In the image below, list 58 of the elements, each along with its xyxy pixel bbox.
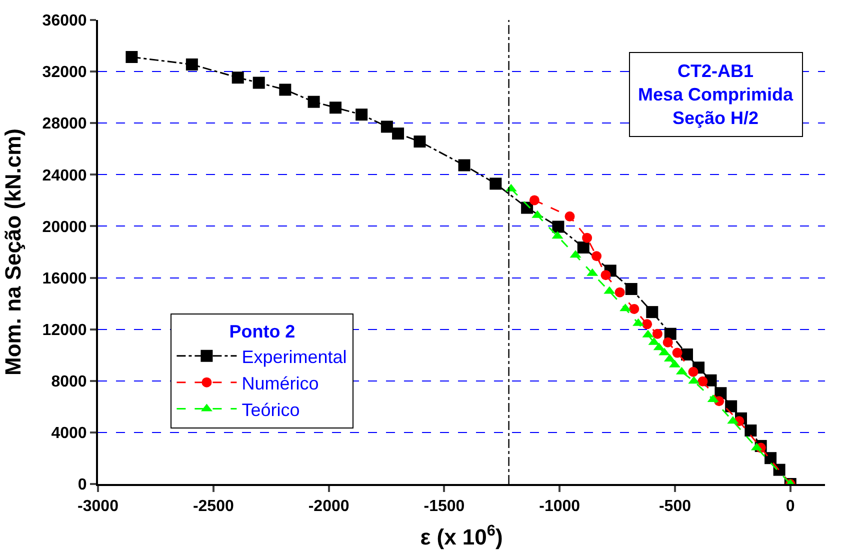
point: [126, 50, 138, 63]
legend-label: Teórico: [242, 400, 300, 420]
y-tick-label: 12000: [42, 322, 87, 339]
point: [725, 400, 738, 412]
point: [329, 102, 342, 114]
legend-label: Experimental: [242, 346, 347, 367]
point: [582, 232, 592, 243]
point: [392, 128, 404, 140]
x-tick-label: -1500: [424, 498, 465, 516]
x-tick-label: -500: [658, 498, 692, 516]
point: [688, 366, 698, 377]
point: [629, 304, 640, 314]
point: [529, 195, 540, 206]
point: [698, 376, 708, 386]
x-tick-label: -2000: [308, 498, 350, 516]
point: [744, 424, 757, 437]
point: [625, 282, 638, 295]
point: [764, 452, 777, 464]
y-tick-label: 32000: [42, 64, 87, 82]
y-tick-label: 28000: [42, 116, 87, 133]
y-tick-label: 0: [78, 476, 87, 494]
x-tick-label: -3000: [78, 498, 119, 516]
y-tick-label: 16000: [42, 270, 87, 288]
point: [414, 136, 426, 148]
point: [458, 159, 470, 172]
y-tick-label: 4000: [51, 425, 87, 442]
point: [564, 211, 575, 222]
point: [186, 58, 198, 70]
point: [662, 337, 673, 348]
point: [652, 328, 662, 339]
y-tick-label: 8000: [51, 373, 87, 390]
point: [252, 76, 265, 89]
legend-title: Ponto 2: [229, 322, 296, 342]
annotation: CT2-AB1 Mesa Comprimida Seção H/2: [638, 61, 794, 128]
y-axis-title: Mom. na Seção (kN.cm): [0, 128, 26, 376]
x-tick-label: 0: [786, 498, 795, 516]
point: [552, 220, 564, 233]
point: [614, 287, 625, 298]
point: [279, 84, 292, 96]
x-tick-label: -2500: [192, 498, 234, 516]
point: [380, 120, 393, 133]
x-tick-label: -1000: [539, 498, 580, 516]
point: [672, 348, 682, 358]
point: [642, 319, 652, 330]
y-tick-label: 36000: [42, 12, 87, 30]
point: [680, 348, 693, 360]
x-axis-title: ε (x 10$^{6}$): [420, 522, 503, 550]
point: [490, 178, 502, 190]
point: [577, 241, 590, 254]
point: [356, 108, 368, 121]
legend-label: Numérico: [242, 373, 319, 394]
point: [646, 306, 658, 318]
point: [232, 72, 244, 84]
point: [592, 251, 602, 262]
point: [600, 270, 611, 280]
y-tick-label: 20000: [42, 218, 87, 236]
y-tick-label: 24000: [42, 167, 87, 184]
point: [308, 96, 320, 108]
